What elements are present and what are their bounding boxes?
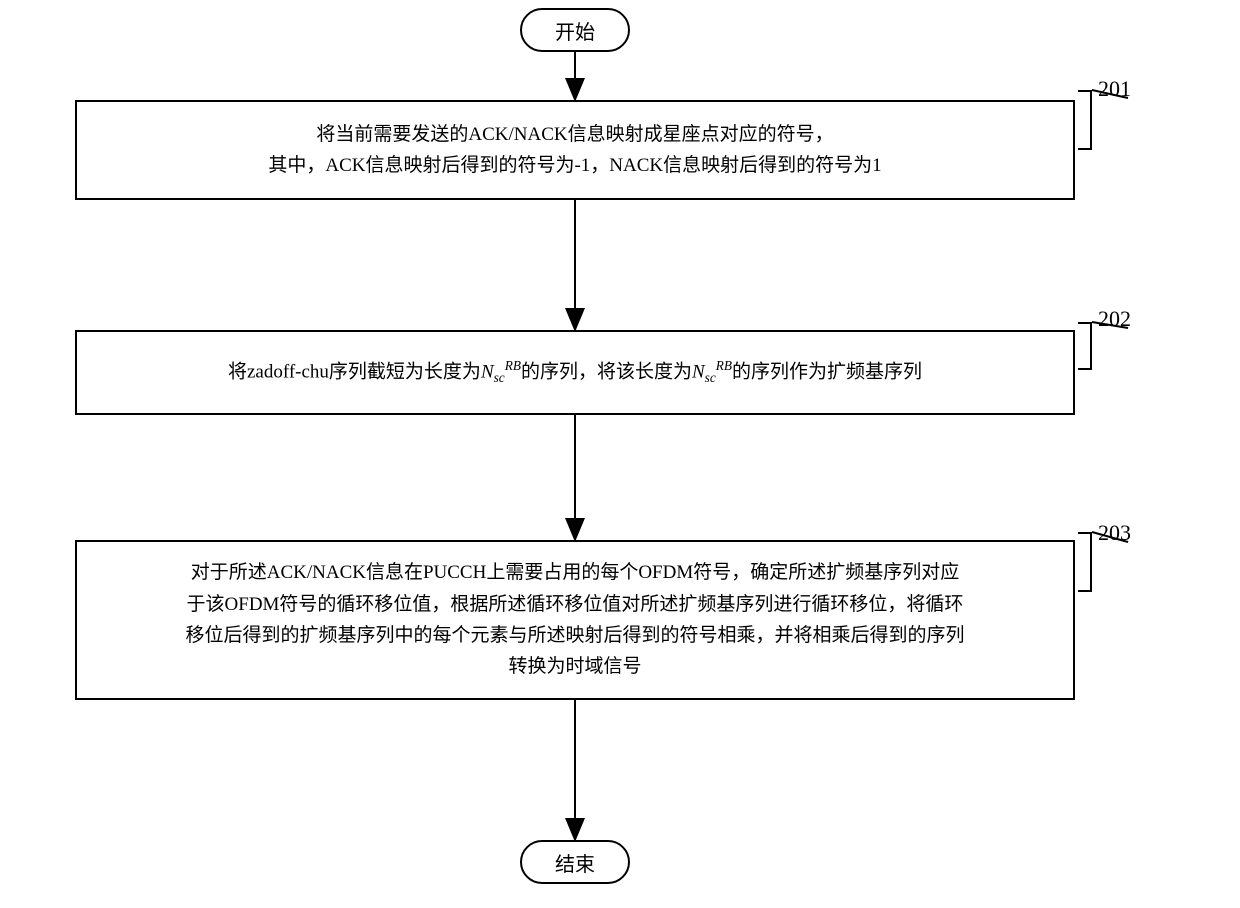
bracket-3 — [1078, 532, 1092, 592]
process-step-3: 对于所述ACK/NACK信息在PUCCH上需要占用的每个OFDM符号，确定所述扩… — [75, 540, 1075, 700]
process-step-2: 将zadoff-chu序列截短为长度为NscRB的序列，将该长度为NscRB的序… — [75, 330, 1075, 415]
step1-line1: 其中，ACK信息映射后得到的符号为-1，NACK信息映射后得到的符号为1 — [268, 150, 881, 181]
step1-text: 将当前需要发送的ACK/NACK信息映射成星座点对应的符号， 其中，ACK信息映… — [268, 119, 881, 182]
step3-text: 对于所述ACK/NACK信息在PUCCH上需要占用的每个OFDM符号，确定所述扩… — [185, 557, 964, 682]
process-step-1: 将当前需要发送的ACK/NACK信息映射成星座点对应的符号， 其中，ACK信息映… — [75, 100, 1075, 200]
step2-text: 将zadoff-chu序列截短为长度为NscRB的序列，将该长度为NscRB的序… — [228, 355, 922, 389]
end-terminal: 结束 — [520, 840, 630, 884]
step3-line3: 转换为时域信号 — [185, 651, 964, 682]
step-label-1: 201 — [1098, 76, 1131, 102]
start-terminal: 开始 — [520, 8, 630, 52]
start-label: 开始 — [555, 16, 595, 45]
step3-line2: 移位后得到的扩频基序列中的每个元素与所述映射后得到的符号相乘，并将相乘后得到的序… — [185, 620, 964, 651]
step3-line0: 对于所述ACK/NACK信息在PUCCH上需要占用的每个OFDM符号，确定所述扩… — [185, 557, 964, 588]
bracket-2 — [1078, 322, 1092, 370]
step-label-2: 202 — [1098, 306, 1131, 332]
end-label: 结束 — [555, 848, 595, 877]
bracket-1 — [1078, 90, 1092, 150]
step-label-3: 203 — [1098, 520, 1131, 546]
step1-line0: 将当前需要发送的ACK/NACK信息映射成星座点对应的符号， — [268, 119, 881, 150]
step3-line1: 于该OFDM符号的循环移位值，根据所述循环移位值对所述扩频基序列进行循环移位，将… — [185, 589, 964, 620]
